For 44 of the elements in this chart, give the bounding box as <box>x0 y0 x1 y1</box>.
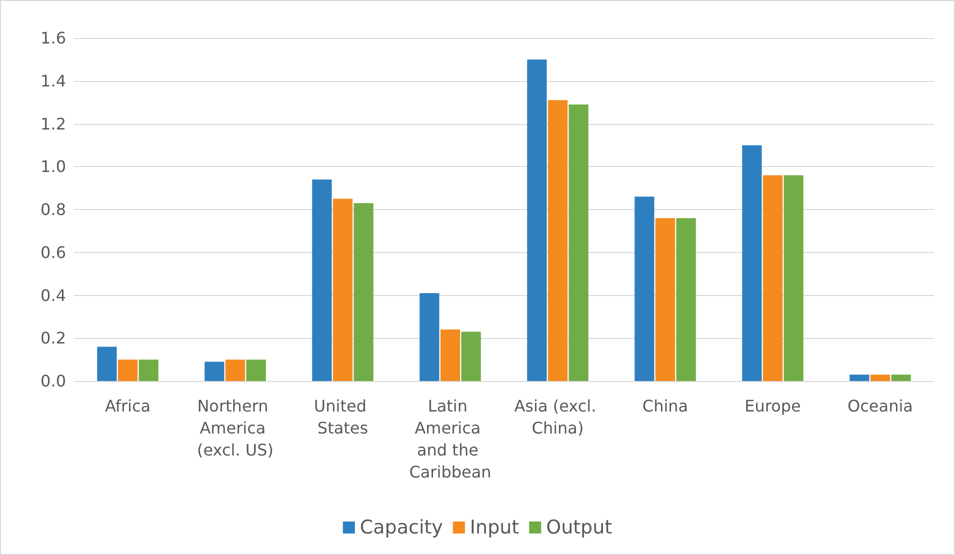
bar <box>676 218 696 381</box>
x-tick-label: United States <box>314 396 372 438</box>
y-tick-label: 1.0 <box>40 157 66 176</box>
bar <box>527 59 547 381</box>
y-tick-label: 1.6 <box>40 28 66 48</box>
bar <box>354 203 374 381</box>
y-tick-label: 1.4 <box>40 71 66 90</box>
bar <box>762 175 783 381</box>
legend-label: Input <box>470 516 520 538</box>
legend-label: Output <box>546 516 612 538</box>
x-tick-label: China <box>642 396 688 416</box>
bar <box>332 198 353 381</box>
x-tick-label: Asia (excl. China) <box>514 396 602 438</box>
bar <box>204 362 224 381</box>
bar <box>548 100 568 381</box>
bar <box>246 360 266 381</box>
bar <box>138 360 158 381</box>
x-tick-label: Latin America and the Caribbean <box>409 396 492 482</box>
bar <box>742 145 762 381</box>
y-tick-label: 0.0 <box>40 372 66 390</box>
y-tick-label: 0.2 <box>40 328 66 348</box>
bar <box>461 332 481 381</box>
y-tick-label: 0.4 <box>40 286 66 305</box>
bar <box>655 218 676 381</box>
bar <box>118 360 138 381</box>
y-tick-label: 0.8 <box>40 200 66 219</box>
bar <box>634 196 654 381</box>
bar <box>568 104 588 381</box>
bar <box>440 330 460 381</box>
bar <box>97 346 117 381</box>
x-tick-label: Europe <box>744 396 801 416</box>
y-tick-label: 0.6 <box>40 242 66 262</box>
x-tick-label: Africa <box>104 396 151 416</box>
y-tick-label: 1.2 <box>40 114 66 134</box>
bar <box>850 374 870 381</box>
bar <box>225 360 246 381</box>
x-tick-label: Oceania <box>848 396 913 416</box>
bar <box>312 179 332 381</box>
legend-label: Capacity <box>360 516 443 538</box>
x-tick-label: Northern America (excl. US) <box>196 396 274 460</box>
bar <box>784 175 804 381</box>
bar <box>870 374 890 381</box>
bar <box>891 374 911 381</box>
bar <box>420 293 440 381</box>
